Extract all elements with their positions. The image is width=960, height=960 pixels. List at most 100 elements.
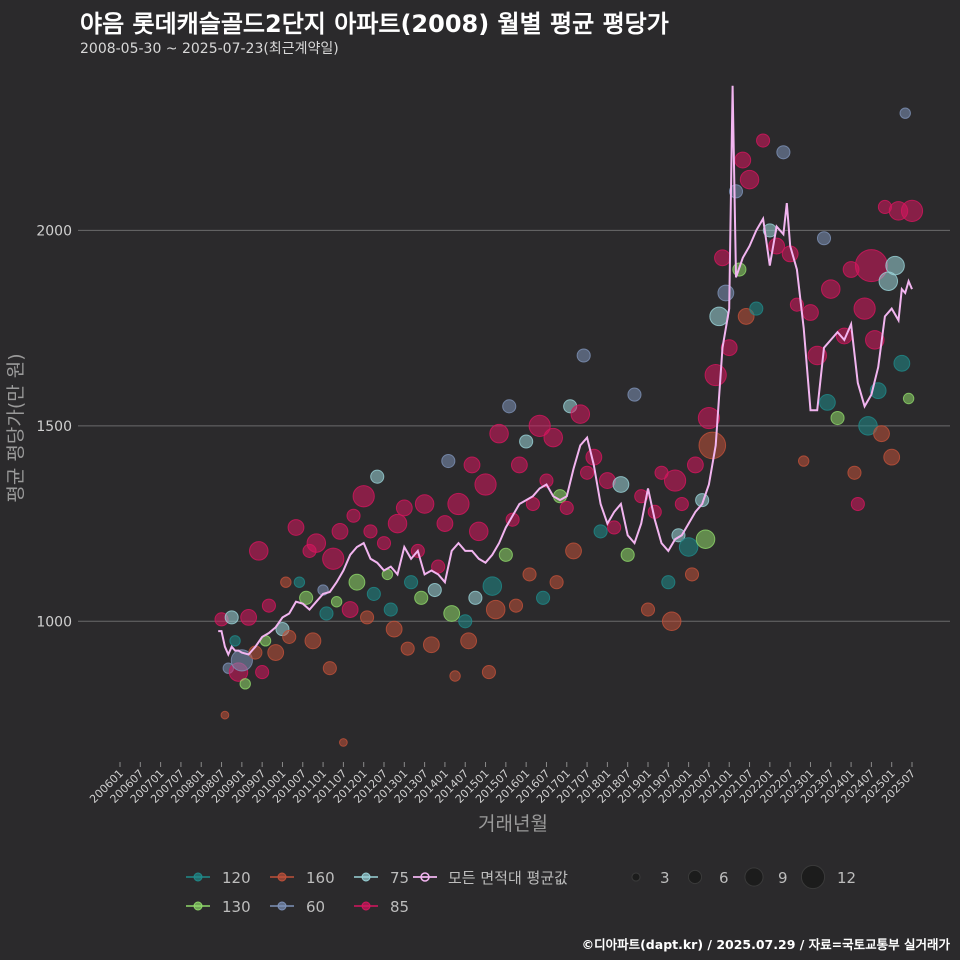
data-point: [536, 590, 551, 605]
data-point: [431, 559, 446, 574]
chart-subtitle: 2008-05-30 ~ 2025-07-23(최근계약일): [80, 41, 339, 57]
data-point: [830, 410, 845, 426]
data-point: [385, 620, 403, 638]
data-point: [695, 529, 716, 549]
data-point: [865, 330, 885, 350]
data-point: [485, 599, 506, 620]
data-point: [697, 406, 721, 430]
size-legend-label: 6: [719, 869, 729, 887]
legend-item: 120: [186, 869, 251, 887]
y-axis-ticks: 1000 1500 2000: [36, 223, 72, 630]
data-point: [322, 661, 337, 676]
data-point: [468, 590, 483, 605]
data-point: [469, 521, 489, 542]
source-caption: ©디아파트(dapt.kr) / 2025.07.29 / 자료=국토교통부 실…: [581, 937, 950, 952]
data-point: [714, 249, 731, 267]
data-point: [331, 522, 349, 540]
data-point: [339, 738, 348, 747]
chart-title: 야음 롯데캐슬골드2단지 아파트(2008) 월별 평균 평당가: [80, 10, 669, 38]
data-point: [661, 575, 676, 590]
data-point: [341, 601, 359, 618]
data-point: [749, 301, 764, 316]
size-legend-dot: [800, 864, 826, 890]
data-point: [322, 547, 345, 570]
data-point: [720, 339, 738, 357]
legend-label: 60: [306, 898, 325, 916]
data-point: [674, 496, 689, 512]
data-point: [489, 423, 509, 444]
legend-label: 85: [390, 898, 409, 916]
data-point: [640, 602, 656, 617]
y-tick-label: 1000: [36, 614, 72, 630]
legend-item: 130: [186, 898, 251, 916]
data-point: [474, 473, 497, 496]
data-point: [717, 284, 735, 302]
data-point: [404, 575, 419, 590]
data-point: [383, 602, 398, 617]
legend-label: 160: [306, 869, 335, 887]
size-legend-item: 6: [687, 869, 729, 887]
data-point: [580, 465, 595, 480]
data-point: [229, 635, 241, 647]
legend-swatch-dot: [361, 872, 371, 882]
data-point: [449, 670, 461, 682]
data-point: [370, 469, 385, 484]
size-legend-item: 9: [744, 867, 788, 887]
data-point: [528, 414, 551, 437]
data-point: [873, 425, 890, 443]
data-point: [447, 492, 470, 516]
data-point: [261, 598, 276, 613]
size-legend-dot: [744, 867, 764, 887]
legend-label: 130: [222, 898, 251, 916]
size-legend-item: 12: [800, 864, 856, 890]
legend-swatch-dot: [193, 901, 203, 911]
legend-item: 75: [354, 869, 409, 887]
data-point: [255, 665, 270, 680]
data-point: [352, 485, 375, 508]
data-point: [549, 575, 564, 590]
size-legend-item: 3: [631, 869, 670, 887]
data-point: [239, 678, 251, 690]
data-point: [858, 416, 878, 436]
data-point: [709, 306, 729, 327]
size-legend-dot: [687, 869, 703, 885]
data-point: [249, 541, 269, 561]
data-point: [678, 537, 699, 557]
data-point: [627, 387, 642, 402]
data-point: [304, 632, 322, 650]
scatter-points: [214, 107, 924, 747]
data-point: [539, 473, 554, 488]
legend-item: 85: [354, 898, 409, 916]
data-point: [443, 605, 461, 622]
data-point: [280, 576, 292, 588]
data-point: [576, 348, 591, 363]
data-point: [287, 519, 305, 536]
average-line: [218, 85, 913, 658]
legend-swatch-dot: [277, 901, 287, 911]
data-point: [330, 596, 343, 608]
grid-lines: [78, 229, 950, 622]
data-point: [570, 404, 591, 424]
legend-swatch-dot: [420, 872, 430, 882]
legend-swatch-dot: [361, 901, 371, 911]
data-point: [463, 456, 481, 474]
data-point: [593, 524, 608, 539]
size-legend-label: 12: [837, 869, 856, 887]
data-point: [414, 590, 429, 605]
size-legend-dot: [631, 872, 641, 882]
legend-item: 60: [270, 898, 325, 916]
size-legend-label: 9: [778, 869, 788, 887]
legend-label: 120: [222, 869, 251, 887]
data-point: [319, 606, 334, 621]
data-point: [902, 392, 915, 405]
data-point: [422, 636, 440, 654]
legend-item-average: 모든 면적대 평균값: [413, 869, 568, 887]
legend-label: 모든 면적대 평균값: [448, 869, 568, 887]
data-point: [634, 489, 649, 504]
data-point: [224, 610, 239, 625]
data-point: [847, 465, 862, 480]
data-point: [306, 533, 327, 553]
data-point: [850, 496, 865, 512]
data-point: [698, 431, 727, 460]
